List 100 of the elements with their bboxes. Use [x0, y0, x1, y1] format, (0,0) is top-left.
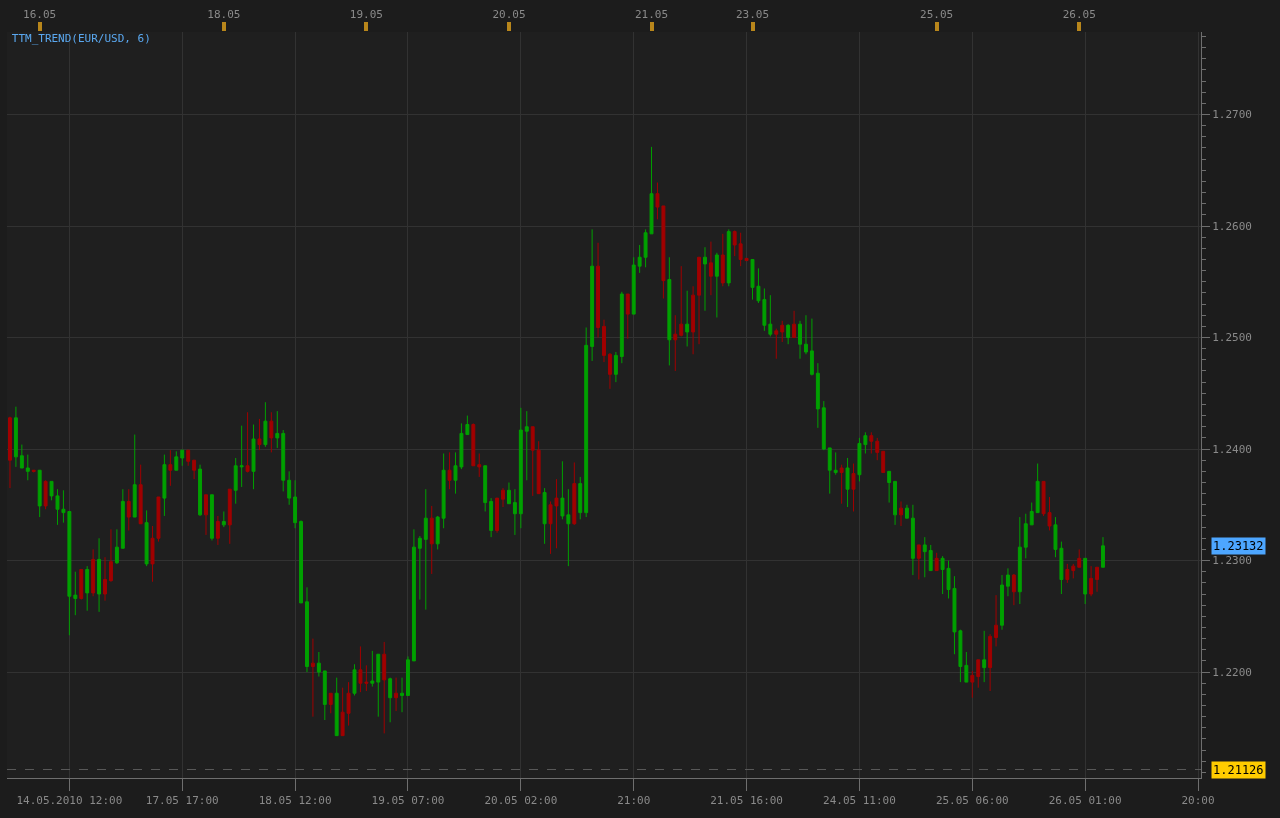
- candlestick: [25, 454, 30, 481]
- candlestick: [726, 228, 731, 287]
- y-tick-label: 1.2600: [1212, 219, 1252, 233]
- candlestick: [703, 246, 707, 312]
- candlestick: [542, 487, 547, 545]
- candlestick: [1000, 574, 1004, 631]
- candlestick: [887, 470, 892, 504]
- candlestick: [1029, 502, 1034, 526]
- y-tick-label: 1.2300: [1212, 554, 1252, 568]
- candlestick: [1023, 513, 1028, 559]
- x-tick-label: 21.05: [634, 7, 669, 21]
- candlestick: [221, 510, 226, 528]
- candlestick: [1011, 573, 1016, 606]
- candlestick: [388, 677, 393, 723]
- candlestick: [928, 544, 933, 572]
- x-tick-label: 17.05 17:00: [145, 794, 219, 808]
- candlestick: [970, 670, 975, 699]
- y-tick-label: 1.2500: [1212, 331, 1252, 345]
- x-tick-label: 19.05: [349, 7, 383, 21]
- candlestick: [774, 328, 779, 360]
- candlestick: [625, 293, 630, 340]
- candlestick: [839, 464, 844, 505]
- candlestick: [934, 552, 939, 572]
- candlestick: [168, 449, 173, 487]
- text: 1.23132: [1213, 539, 1264, 553]
- candlestick: [103, 556, 107, 602]
- candlestick: [215, 515, 220, 546]
- candlestick: [275, 410, 280, 449]
- candlestick: [584, 327, 589, 518]
- ref-line-label: 1.21126: [1213, 763, 1264, 777]
- candlestick: [417, 535, 422, 601]
- candlestick: [833, 451, 838, 476]
- x-tick-label: 20.05 02:00: [484, 794, 558, 808]
- candlestick: [631, 256, 636, 315]
- candlestick: [899, 500, 903, 527]
- candlestick: [495, 497, 500, 534]
- x-tick-label: 20.05: [492, 7, 526, 21]
- candlestick: [162, 454, 167, 517]
- candlestick: [851, 463, 856, 512]
- candlestick: [507, 482, 511, 505]
- candlestick: [720, 233, 725, 287]
- candlestick: [1083, 557, 1088, 605]
- candlestick: [37, 469, 42, 518]
- x-tick-label: 18.05: [207, 7, 241, 21]
- x-tick-label: 19.05 07:00: [371, 794, 445, 808]
- candlestick: [602, 319, 606, 363]
- candlestick: [109, 528, 113, 583]
- candlestick: [685, 290, 690, 347]
- candlestick: [316, 651, 321, 678]
- candlestick: [126, 488, 131, 531]
- candlestick: [43, 479, 48, 510]
- x-tick-label: 21.05 16:00: [710, 794, 783, 808]
- x-tick-label: 20:00: [1181, 794, 1215, 808]
- candlestick: [269, 411, 274, 453]
- candlestick: [471, 422, 476, 467]
- candlestick: [518, 407, 523, 529]
- candlestick: [821, 400, 826, 451]
- candlestick: [132, 434, 137, 518]
- x-tick-label: 21:00: [617, 794, 651, 808]
- candlestick: [287, 470, 292, 506]
- candlestick: [501, 487, 505, 508]
- candlestick: [1071, 563, 1076, 579]
- candlestick: [619, 291, 624, 364]
- candlestick: [1035, 463, 1040, 514]
- candlestick: [994, 594, 999, 647]
- candlestick: [916, 544, 921, 581]
- x-tick-label: 25.05: [920, 7, 954, 21]
- x-tick-label: 26.05 01:00: [1048, 794, 1122, 808]
- candlestick: [845, 457, 850, 508]
- candlestick: [1017, 516, 1022, 605]
- candlestick: [578, 476, 583, 520]
- candlestick: [590, 228, 595, 362]
- candlestick: [8, 416, 12, 489]
- candlestick: [114, 528, 119, 565]
- candlestick: [85, 565, 90, 612]
- candlestick: [780, 320, 785, 343]
- candlestick: [607, 352, 612, 390]
- candlestick: [144, 509, 149, 567]
- candlestick: [893, 480, 898, 526]
- candlestick: [293, 479, 298, 529]
- candlestick: [186, 449, 191, 467]
- candlestick: [489, 497, 494, 538]
- candlestick: [328, 692, 333, 714]
- candlestick: [204, 494, 208, 536]
- x-tick-label: 25.05 06:00: [935, 794, 1009, 808]
- candlestick: [1095, 566, 1099, 593]
- candlestick: [714, 252, 719, 318]
- candlestick: [768, 294, 773, 337]
- candlestick: [572, 461, 577, 526]
- candlestick: [613, 351, 618, 383]
- candlestick: [1077, 548, 1082, 568]
- candlestick: [596, 242, 601, 339]
- candlestick: [209, 494, 214, 541]
- candlestick: [1065, 563, 1070, 584]
- candlestick: [406, 655, 410, 696]
- candlestick: [827, 447, 832, 495]
- candlestick: [922, 536, 927, 578]
- candlestick: [1005, 567, 1010, 597]
- candlestick: [815, 362, 820, 429]
- candlestick: [394, 677, 399, 712]
